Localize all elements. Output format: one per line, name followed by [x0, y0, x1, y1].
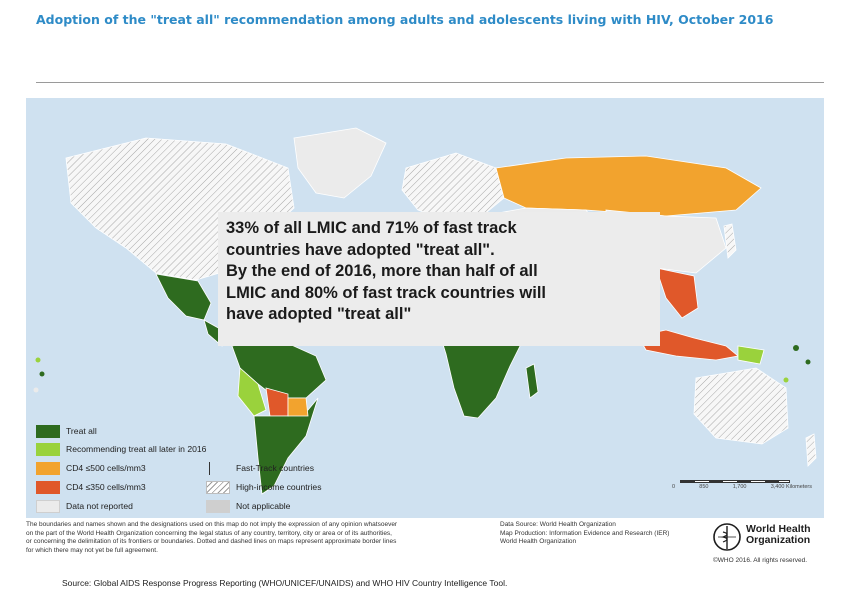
legend-item-treat-all: Treat all: [36, 424, 97, 438]
legend-label: Fast-Track countries: [236, 463, 314, 473]
title-divider: [36, 82, 824, 83]
legend-swatch: [206, 480, 230, 494]
region-pacific-island: [783, 377, 789, 383]
legend-item-cd4-350: CD4 ≤350 cells/mm3: [36, 480, 146, 494]
credits-line: Map Production: Information Evidence and…: [500, 529, 670, 537]
legend-label: CD4 ≤500 cells/mm3: [66, 463, 146, 473]
legend-label: Treat all: [66, 426, 97, 436]
region-greenland: [293, 127, 387, 199]
legend-item-cd4-500: CD4 ≤500 cells/mm3: [36, 461, 146, 475]
world-map: [26, 98, 824, 518]
legend-label: Recommending treat all later in 2016: [66, 444, 207, 454]
who-name: World Health Organization: [746, 524, 836, 546]
legend-swatch: [36, 499, 60, 513]
legend-label: High-income countries: [236, 482, 322, 492]
region-madagascar: [525, 363, 539, 399]
legend-label: CD4 ≤350 cells/mm3: [66, 482, 146, 492]
region-pacific-island: [805, 359, 811, 365]
region-mexico: [155, 273, 212, 321]
scale-label: 0: [672, 484, 676, 490]
region-southeast-asia: [655, 267, 699, 319]
scale-label: 1,700: [732, 484, 747, 490]
disclaimer-line: or concerning the delimitation of its fr…: [26, 538, 397, 546]
scale-label: 850: [699, 484, 709, 490]
legend-swatch: [36, 442, 60, 456]
legend-label: Not applicable: [236, 501, 291, 511]
legend-swatch: [36, 461, 60, 475]
disclaimer-line: The boundaries and names shown and the d…: [26, 521, 398, 528]
map-credits: Data Source: World Health Organization M…: [500, 521, 700, 547]
legend-item-not-applicable: Not applicable: [206, 499, 290, 513]
callout-line: have adopted "treat all": [226, 305, 412, 323]
disclaimer-line: on the part of the World Health Organiza…: [26, 529, 392, 537]
who-emblem-icon: [713, 523, 741, 551]
legend-item-later-2016: Recommending treat all later in 2016: [36, 442, 206, 456]
region-andes: [237, 367, 267, 417]
legend-label: Data not reported: [66, 501, 133, 511]
legend-item-fast-track: Fast-Track countries: [206, 461, 314, 475]
credits-line: World Health Organization: [500, 538, 577, 546]
credits-line: Data Source: World Health Organization: [500, 521, 616, 528]
callout-line: 33% of all LMIC and 71% of fast track: [226, 219, 517, 237]
callout-line: LMIC and 80% of fast track countries wil…: [226, 283, 546, 302]
callout-line: By the end of 2016, more than half of al…: [226, 262, 538, 280]
legend-swatch: [36, 480, 60, 494]
region-new-zealand: [805, 433, 817, 467]
who-name-line: Organization: [746, 534, 811, 546]
region-japan: [723, 223, 737, 259]
region-caribbean-island: [39, 371, 45, 377]
map-legend: Treat all Recommending treat all later i…: [36, 424, 366, 514]
map-disclaimer: The boundaries and names shown and the d…: [26, 521, 466, 555]
who-copyright: ©WHO 2016. All rights reserved.: [713, 557, 808, 564]
region-australia: [693, 367, 789, 445]
legend-item-high-income: High-income countries: [206, 480, 322, 494]
legend-swatch: [206, 499, 230, 513]
region-pacific-island: [793, 345, 799, 351]
scale-label: 3,400 Kilometers: [770, 484, 812, 490]
region-papua: [737, 345, 765, 365]
fast-track-marker-icon: [206, 461, 230, 475]
scale-bar-line: [680, 480, 790, 483]
region-caribbean-island: [33, 387, 39, 393]
key-finding-callout: 33% of all LMIC and 71% of fast track co…: [218, 212, 660, 346]
disclaimer-line: for which there may not yet be full agre…: [26, 546, 158, 554]
scale-labels: 0 850 1,700 3,400 Kilometers: [672, 484, 812, 490]
region-europe: [401, 152, 505, 221]
region-paraguay: [287, 397, 309, 417]
region-caribbean-island: [35, 357, 41, 363]
map-scale-bar: 0 850 1,700 3,400 Kilometers: [672, 480, 812, 494]
source-note: Source: Global AIDS Response Progress Re…: [62, 578, 508, 588]
region-russia: [495, 155, 762, 217]
who-name-line: World Health: [746, 523, 811, 535]
callout-line: countries have adopted "treat all".: [226, 240, 495, 259]
slide-title: Adoption of the "treat all" recommendati…: [36, 12, 774, 27]
legend-swatch: [36, 424, 60, 438]
legend-item-not-reported: Data not reported: [36, 499, 133, 513]
